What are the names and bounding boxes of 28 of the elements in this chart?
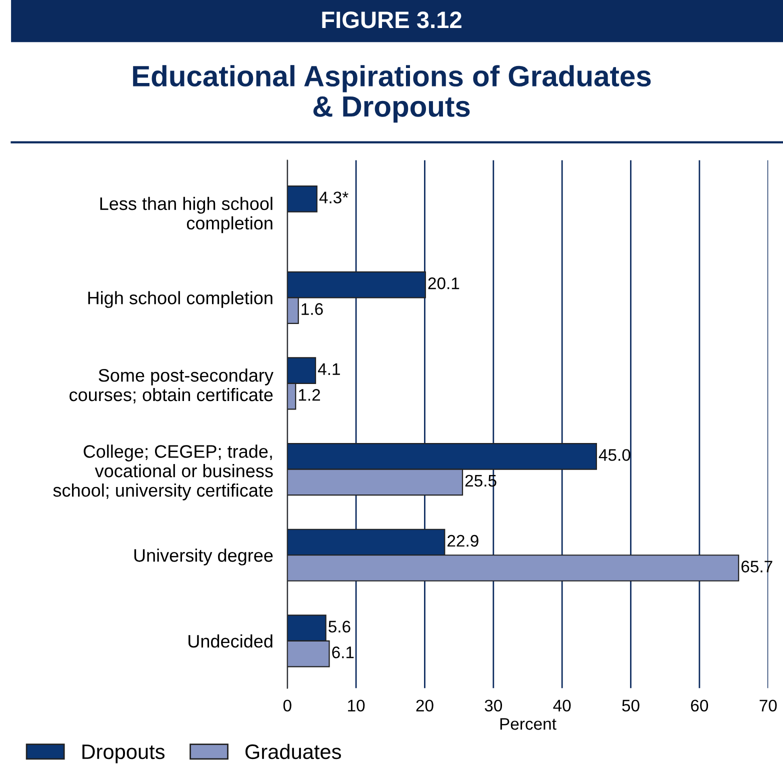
data-label: 4.3*: [319, 192, 348, 204]
x-tick-label: 20: [416, 700, 434, 712]
x-tick-label: 60: [691, 700, 708, 712]
data-label: 4.1: [318, 363, 340, 375]
data-label: 22.9: [448, 534, 478, 547]
y-tick-label: University degree: [134, 548, 273, 566]
data-label: 5.6: [328, 620, 350, 633]
chart-subtitle: FIGURE 3.12: [322, 12, 462, 28]
x-axis-title: Percent: [500, 718, 556, 730]
bar: [287, 186, 318, 212]
x-tick-label: 40: [553, 700, 571, 712]
x-tick-label: 30: [484, 700, 502, 712]
y-tick-label: Undecided: [188, 634, 272, 648]
y-tick-label: Less than high school completion: [100, 196, 272, 234]
legend-label: Dropouts: [82, 744, 165, 764]
y-tick-label: College; CEGEP; trade, vocational or business school; university certificate: [53, 444, 273, 500]
y-tick-label: Some post-secondary courses; obtain certificate: [70, 368, 274, 404]
data-label: 6.1: [332, 646, 354, 658]
y-tick-label: High school completion: [88, 291, 272, 308]
data-label: 1.6: [302, 303, 323, 315]
x-tick-label: 70: [760, 700, 777, 712]
legend-label: Graduates: [245, 744, 341, 760]
x-tick-label: 0: [283, 700, 292, 712]
x-tick-label: 50: [622, 700, 640, 712]
data-label: 1.2: [298, 389, 320, 401]
chart-title: Educational Aspirations of Graduates & Dropouts: [133, 65, 651, 123]
x-tick-label: 10: [348, 700, 365, 712]
data-label: 20.1: [428, 277, 460, 290]
